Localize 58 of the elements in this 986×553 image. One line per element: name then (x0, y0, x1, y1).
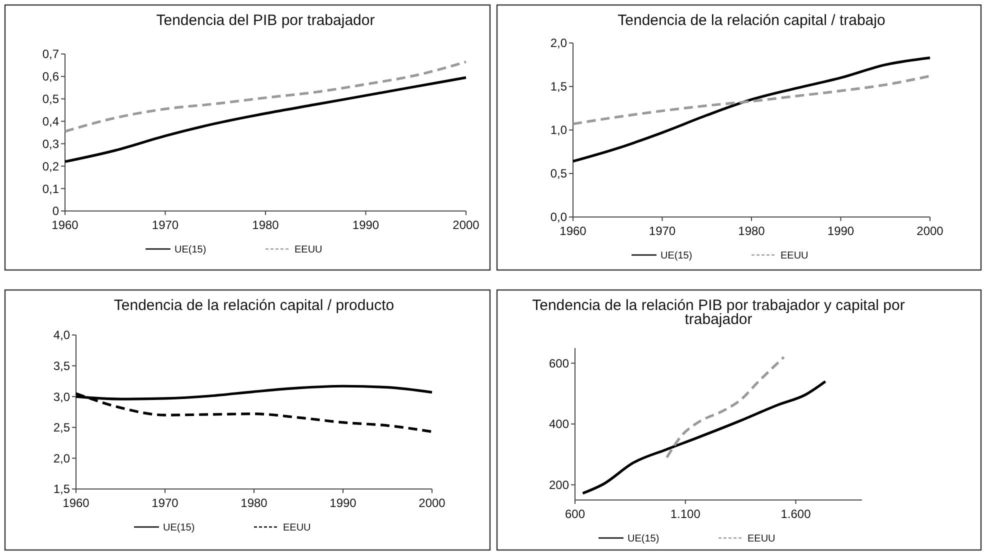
x-tick-label: 1.100 (670, 507, 701, 521)
y-tick-label: 2,0 (550, 36, 568, 50)
x-tick-label: 1970 (152, 496, 179, 510)
y-tick-label: 1,5 (53, 482, 70, 496)
y-tick-label: 0,1 (42, 182, 60, 196)
x-tick-label: 1960 (62, 496, 90, 510)
legend-label: EEUU (294, 244, 322, 256)
x-tick-label: 1980 (252, 218, 280, 232)
x-tick-label: 1990 (827, 224, 854, 238)
y-tick-label: 0,3 (42, 136, 60, 151)
y-tick-label: 1,5 (550, 80, 568, 94)
line-series (572, 74, 932, 126)
legend-label: UE(15) (628, 534, 660, 544)
x-tick-label: 1970 (648, 224, 676, 238)
legend-label: UE(15) (174, 244, 206, 256)
line-series (666, 356, 786, 459)
y-tick-label: 0,0 (550, 210, 568, 224)
x-tick-label: 1980 (240, 496, 268, 510)
x-tick-label: 2000 (418, 496, 446, 510)
x-tick-label: 1990 (330, 496, 357, 510)
y-tick-label: 200 (548, 478, 570, 492)
chart-title: Tendencia del PIB por trabajador (156, 12, 375, 29)
y-tick-label: 400 (548, 417, 570, 432)
y-tick-label: 0 (52, 204, 60, 218)
chart-title: Tendencia de la relación capital / producto (114, 297, 394, 314)
y-tick-label: 600 (548, 356, 570, 370)
legend-label: EEUU (780, 250, 808, 262)
line-series (572, 56, 932, 163)
y-tick-label: 0,5 (550, 166, 568, 181)
y-tick-label: 0,6 (42, 70, 60, 84)
chart-title: Tendencia de la relación PIB por trabajador y capital por trabajador (532, 297, 905, 328)
y-tick-label: 2,0 (53, 451, 70, 466)
y-tick-label: 2,5 (53, 420, 70, 435)
x-tick-label: 1960 (560, 224, 587, 238)
y-tick-label: 0,2 (42, 159, 60, 174)
x-tick-label: 600 (564, 507, 586, 521)
x-tick-label: 1990 (352, 218, 380, 232)
x-tick-label: 1.600 (780, 507, 812, 521)
legend-label: EEUU (748, 534, 776, 544)
legend-label: UE(15) (660, 250, 692, 262)
x-tick-label: 1970 (152, 218, 179, 232)
y-tick-label: 0,7 (42, 47, 60, 62)
line-series (581, 380, 827, 495)
y-tick-label: 3,0 (53, 390, 70, 404)
y-tick-label: 1,0 (550, 123, 568, 138)
line-series (64, 60, 468, 133)
y-tick-label: 4,0 (53, 328, 70, 342)
legend-label: UE(15) (163, 522, 195, 534)
chart-title: Tendencia de la relación capital / trabajo (618, 12, 886, 29)
y-tick-label: 0,4 (42, 114, 60, 128)
x-tick-label: 2000 (452, 218, 480, 232)
legend-label: EEUU (283, 522, 311, 534)
line-series (64, 76, 468, 163)
y-tick-label: 3,5 (53, 359, 70, 373)
y-tick-label: 0,5 (42, 92, 60, 106)
x-tick-label: 1980 (738, 224, 766, 238)
x-tick-label: 2000 (916, 224, 944, 238)
x-tick-label: 1960 (52, 218, 79, 232)
